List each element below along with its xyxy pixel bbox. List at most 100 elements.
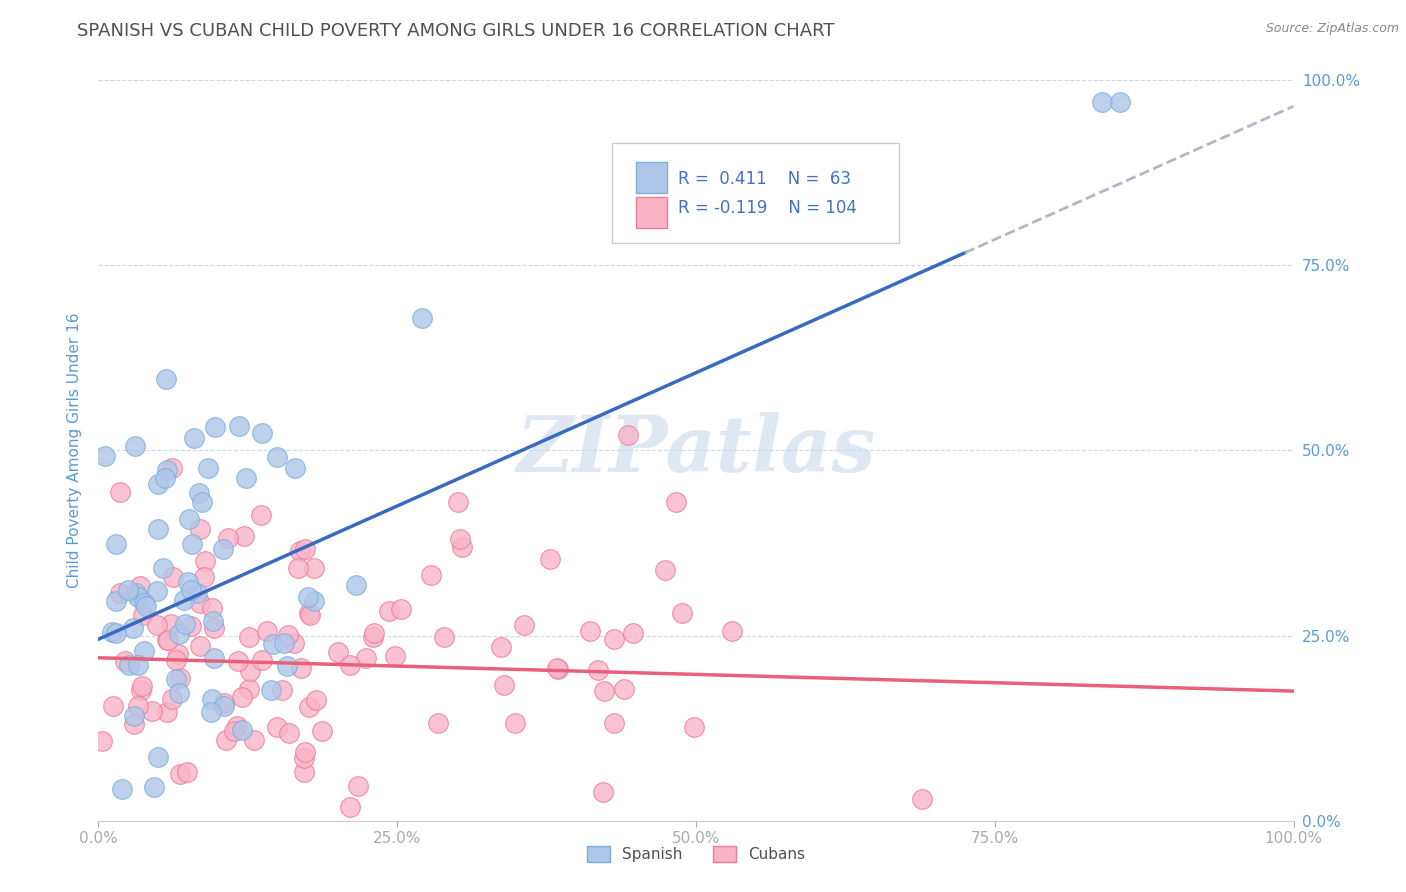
FancyBboxPatch shape: [613, 144, 900, 244]
Point: [411, 310, 433, 325]
Point: [132, 644, 155, 658]
Point: [146, 583, 169, 598]
Point: [228, 419, 250, 434]
Point: [433, 630, 456, 644]
Point: [214, 696, 236, 710]
Point: [654, 564, 676, 578]
Point: [911, 791, 934, 805]
Point: [152, 561, 174, 575]
Point: [446, 494, 468, 508]
Point: [222, 724, 245, 739]
Point: [256, 624, 278, 638]
Point: [277, 628, 299, 642]
Point: [114, 654, 136, 668]
Point: [108, 586, 131, 600]
Point: [298, 700, 321, 714]
Point: [105, 594, 128, 608]
Point: [243, 733, 266, 747]
Point: [135, 599, 157, 613]
Point: [160, 692, 183, 706]
Point: [233, 529, 256, 543]
Text: ZIPatlas: ZIPatlas: [516, 412, 876, 489]
Text: Source: ZipAtlas.com: Source: ZipAtlas.com: [1265, 22, 1399, 36]
Point: [141, 704, 163, 718]
Point: [127, 657, 149, 672]
Point: [188, 639, 211, 653]
Point: [122, 708, 145, 723]
Point: [118, 658, 141, 673]
Point: [132, 608, 155, 623]
Point: [250, 653, 273, 667]
Point: [169, 671, 191, 685]
Point: [231, 723, 253, 738]
Point: [169, 767, 191, 781]
Point: [354, 650, 377, 665]
Point: [305, 693, 328, 707]
Point: [186, 586, 208, 600]
Point: [129, 683, 152, 698]
Point: [156, 706, 179, 720]
Point: [249, 508, 271, 522]
Point: [298, 607, 321, 622]
Point: [197, 461, 219, 475]
Point: [665, 495, 688, 509]
Point: [292, 751, 315, 765]
Point: [105, 626, 128, 640]
FancyBboxPatch shape: [637, 161, 668, 193]
Point: [538, 552, 561, 566]
Point: [212, 542, 235, 557]
Point: [176, 765, 198, 780]
FancyBboxPatch shape: [637, 197, 668, 228]
Point: [146, 618, 169, 632]
Point: [613, 681, 636, 696]
Point: [121, 621, 143, 635]
Point: [111, 782, 134, 797]
Point: [188, 486, 211, 500]
Point: [283, 636, 305, 650]
Point: [167, 686, 190, 700]
Point: [131, 679, 153, 693]
Point: [304, 561, 326, 575]
Point: [160, 616, 183, 631]
Point: [94, 449, 117, 463]
Point: [167, 647, 190, 661]
Point: [292, 764, 315, 779]
Point: [183, 431, 205, 445]
Point: [489, 640, 512, 654]
Point: [492, 678, 515, 692]
Point: [239, 664, 262, 678]
Point: [266, 720, 288, 734]
Point: [347, 779, 370, 793]
Text: R =  0.411    N =  63: R = 0.411 N = 63: [678, 169, 851, 187]
Point: [603, 716, 626, 731]
Point: [173, 593, 195, 607]
Point: [128, 579, 150, 593]
Point: [180, 618, 202, 632]
Point: [180, 583, 202, 598]
Point: [201, 691, 224, 706]
Point: [124, 439, 146, 453]
Point: [260, 682, 283, 697]
Point: [231, 690, 253, 704]
Point: [215, 732, 238, 747]
Point: [201, 601, 224, 615]
Point: [155, 471, 177, 485]
Point: [238, 681, 260, 696]
Point: [603, 632, 626, 647]
Point: [512, 617, 534, 632]
Point: [276, 659, 298, 673]
Point: [124, 586, 146, 600]
Y-axis label: Child Poverty Among Girls Under 16: Child Poverty Among Girls Under 16: [67, 313, 83, 588]
Point: [287, 561, 309, 575]
Point: [378, 604, 401, 618]
Point: [156, 463, 179, 477]
Point: [363, 630, 385, 644]
Point: [165, 653, 187, 667]
Point: [108, 484, 131, 499]
Point: [1109, 95, 1132, 110]
Point: [262, 637, 284, 651]
Point: [226, 719, 249, 733]
Point: [173, 616, 195, 631]
Point: [212, 698, 235, 713]
Point: [235, 471, 257, 485]
